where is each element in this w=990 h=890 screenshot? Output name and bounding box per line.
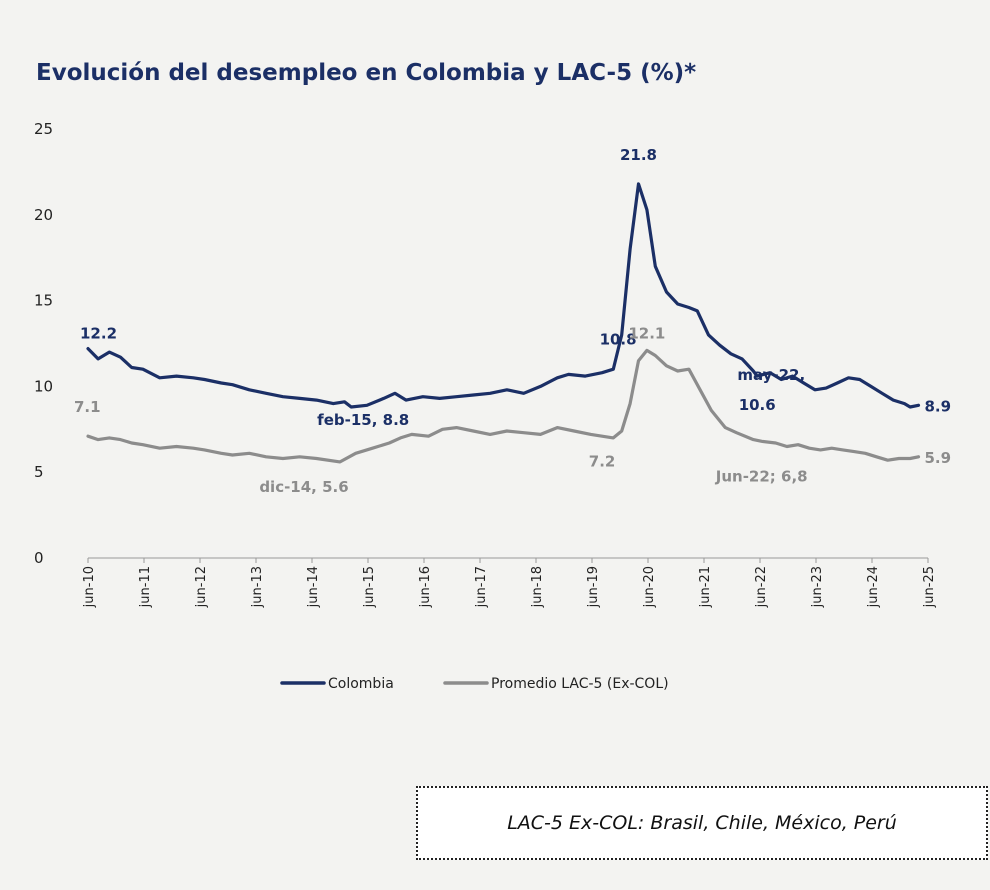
footnote-text: LAC-5 Ex-COL: Brasil, Chile, México, Per…	[507, 812, 897, 834]
data-labels: 12.2 feb-15, 8.8 10.8 21.8 may-22, 10.6 8.9 7.1…	[74, 146, 951, 496]
x-tick-label: jun-12	[194, 566, 209, 608]
x-tick-label: jun-18	[530, 566, 545, 608]
x-tick-label: jun-22	[754, 566, 769, 608]
data-label: 12.1	[628, 324, 665, 342]
x-axis: jun-10 jun-11 jun-12 jun-13 jun-14 jun-15 jun-…	[82, 557, 937, 608]
legend-label: Promedio LAC-5 (Ex-COL)	[491, 676, 669, 692]
legend: Colombia Promedio LAC-5 (Ex-COL)	[280, 676, 669, 692]
x-tick-label: jun-19	[586, 566, 601, 608]
y-axis: 0 5 10 15 20 25	[34, 120, 53, 567]
x-tick-label: jun-11	[138, 566, 153, 608]
lac5-line	[86, 348, 921, 464]
x-tick-label: jun-15	[362, 566, 377, 608]
x-tick-label: jun-17	[474, 566, 489, 608]
data-label: 10.8	[600, 331, 637, 349]
data-label: 21.8	[620, 146, 657, 164]
data-label: 8.9	[924, 397, 951, 415]
x-tick-label: jun-13	[250, 566, 265, 608]
data-label: 12.2	[80, 325, 117, 343]
y-tick-label: 10	[34, 377, 53, 395]
y-tick-label: 15	[34, 292, 53, 310]
x-tick-label: jun-20	[642, 566, 657, 608]
data-label: 7.2	[589, 452, 616, 470]
footnote-box: LAC-5 Ex-COL: Brasil, Chile, México, Per…	[416, 786, 988, 860]
y-tick-label: 20	[34, 206, 53, 224]
y-tick-label: 0	[34, 549, 44, 567]
colombia-line	[86, 182, 921, 409]
x-tick-label: jun-14	[306, 566, 321, 608]
series-lines	[86, 182, 921, 464]
data-label: 7.1	[74, 398, 101, 416]
x-tick-label: jun-21	[698, 566, 713, 608]
data-label: 5.9	[924, 449, 951, 467]
data-label: feb-15, 8.8	[317, 411, 409, 429]
x-tick-label: jun-23	[810, 566, 825, 608]
x-tick-label: jun-24	[866, 566, 881, 608]
x-tick-label: jun-25	[922, 566, 937, 608]
y-tick-label: 25	[34, 120, 53, 138]
x-tick-label: jun-16	[418, 566, 433, 608]
legend-label: Colombia	[328, 676, 394, 692]
data-label: 10.6	[739, 396, 776, 414]
x-tick-label: jun-10	[82, 566, 97, 608]
data-label: Jun-22; 6,8	[715, 467, 808, 485]
data-label: may-22,	[737, 366, 805, 384]
y-tick-label: 5	[34, 463, 44, 481]
chart-title: Evolución del desempleo en Colombia y LA…	[36, 60, 697, 86]
data-label: dic-14, 5.6	[259, 478, 348, 496]
